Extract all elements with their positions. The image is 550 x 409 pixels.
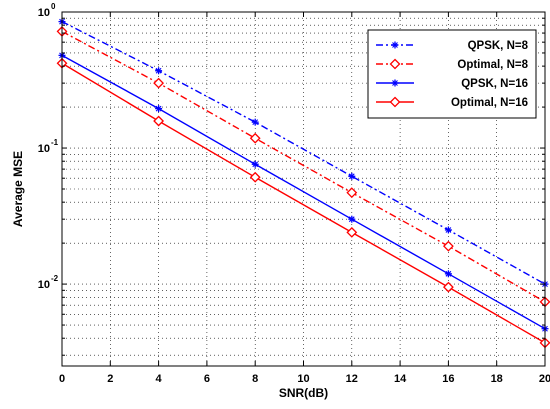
marker-stroke (155, 105, 162, 112)
series-line (61, 20, 546, 285)
legend-item: QPSK, N=8 (376, 40, 529, 52)
data-point (391, 41, 399, 49)
y-tick-exponent: -2 (51, 274, 59, 283)
marker-stroke (252, 119, 259, 126)
marker-stroke (155, 67, 162, 74)
data-point (155, 105, 163, 113)
data-point (442, 240, 454, 252)
data-point (389, 58, 401, 70)
series-optimal-n-8 (56, 25, 550, 308)
x-tick-label: 4 (156, 373, 163, 385)
marker-stroke (348, 173, 355, 180)
legend-item: Optimal, N=8 (376, 58, 529, 71)
y-axis-label: Average MSE (11, 151, 25, 227)
y-tick-exponent: 0 (51, 2, 56, 11)
x-tick-label: 10 (297, 373, 309, 385)
x-tick-label: 14 (394, 373, 407, 385)
marker-stroke (392, 80, 398, 86)
x-tick-label: 18 (491, 373, 503, 385)
legend-label: QPSK, N=8 (468, 40, 529, 52)
series-line (61, 62, 546, 344)
data-point (444, 270, 452, 278)
legend-label: QPSK, N=16 (461, 78, 528, 90)
y-tick-label: 10 (38, 7, 50, 19)
x-tick-label: 0 (59, 373, 65, 385)
x-tick-label: 6 (204, 373, 210, 385)
series-line (61, 30, 546, 303)
data-point (348, 215, 356, 223)
data-point (442, 281, 454, 293)
data-point (348, 172, 356, 180)
x-tick-label: 12 (346, 373, 358, 385)
data-point (249, 132, 261, 144)
data-point (153, 115, 165, 127)
legend-item: QPSK, N=16 (376, 78, 528, 90)
legend-item: Optimal, N=16 (376, 96, 528, 109)
data-point (153, 77, 165, 89)
x-tick-label: 2 (107, 373, 113, 385)
x-tick-label: 8 (252, 373, 258, 385)
grid (62, 12, 545, 366)
data-point (251, 160, 259, 168)
data-point (251, 118, 259, 126)
series-line (61, 54, 546, 330)
legend-label: Optimal, N=8 (457, 59, 528, 71)
marker-stroke (445, 270, 452, 277)
marker-stroke (392, 42, 398, 48)
x-tick-label: 16 (442, 373, 454, 385)
data-point (444, 226, 452, 234)
legend-label: Optimal, N=16 (451, 97, 528, 109)
y-tick-label: 10 (38, 279, 50, 291)
x-axis-label: SNR(dB) (279, 386, 328, 400)
marker-stroke (348, 216, 355, 223)
data-point (249, 171, 261, 183)
data-point (389, 96, 401, 108)
marker-stroke (252, 161, 259, 168)
legend: QPSK, N=8 Optimal, N=8 QPSK, N=16 Optimal, … (367, 29, 537, 119)
data-point (346, 226, 358, 238)
data-point (155, 67, 163, 75)
data-point (391, 79, 399, 87)
data-point (346, 187, 358, 199)
marker-stroke (445, 227, 452, 233)
y-tick-exponent: -1 (51, 138, 59, 147)
series-optimal-n-16 (56, 57, 550, 349)
y-tick-label: 10 (38, 143, 50, 155)
x-tick-label: 20 (539, 373, 550, 385)
